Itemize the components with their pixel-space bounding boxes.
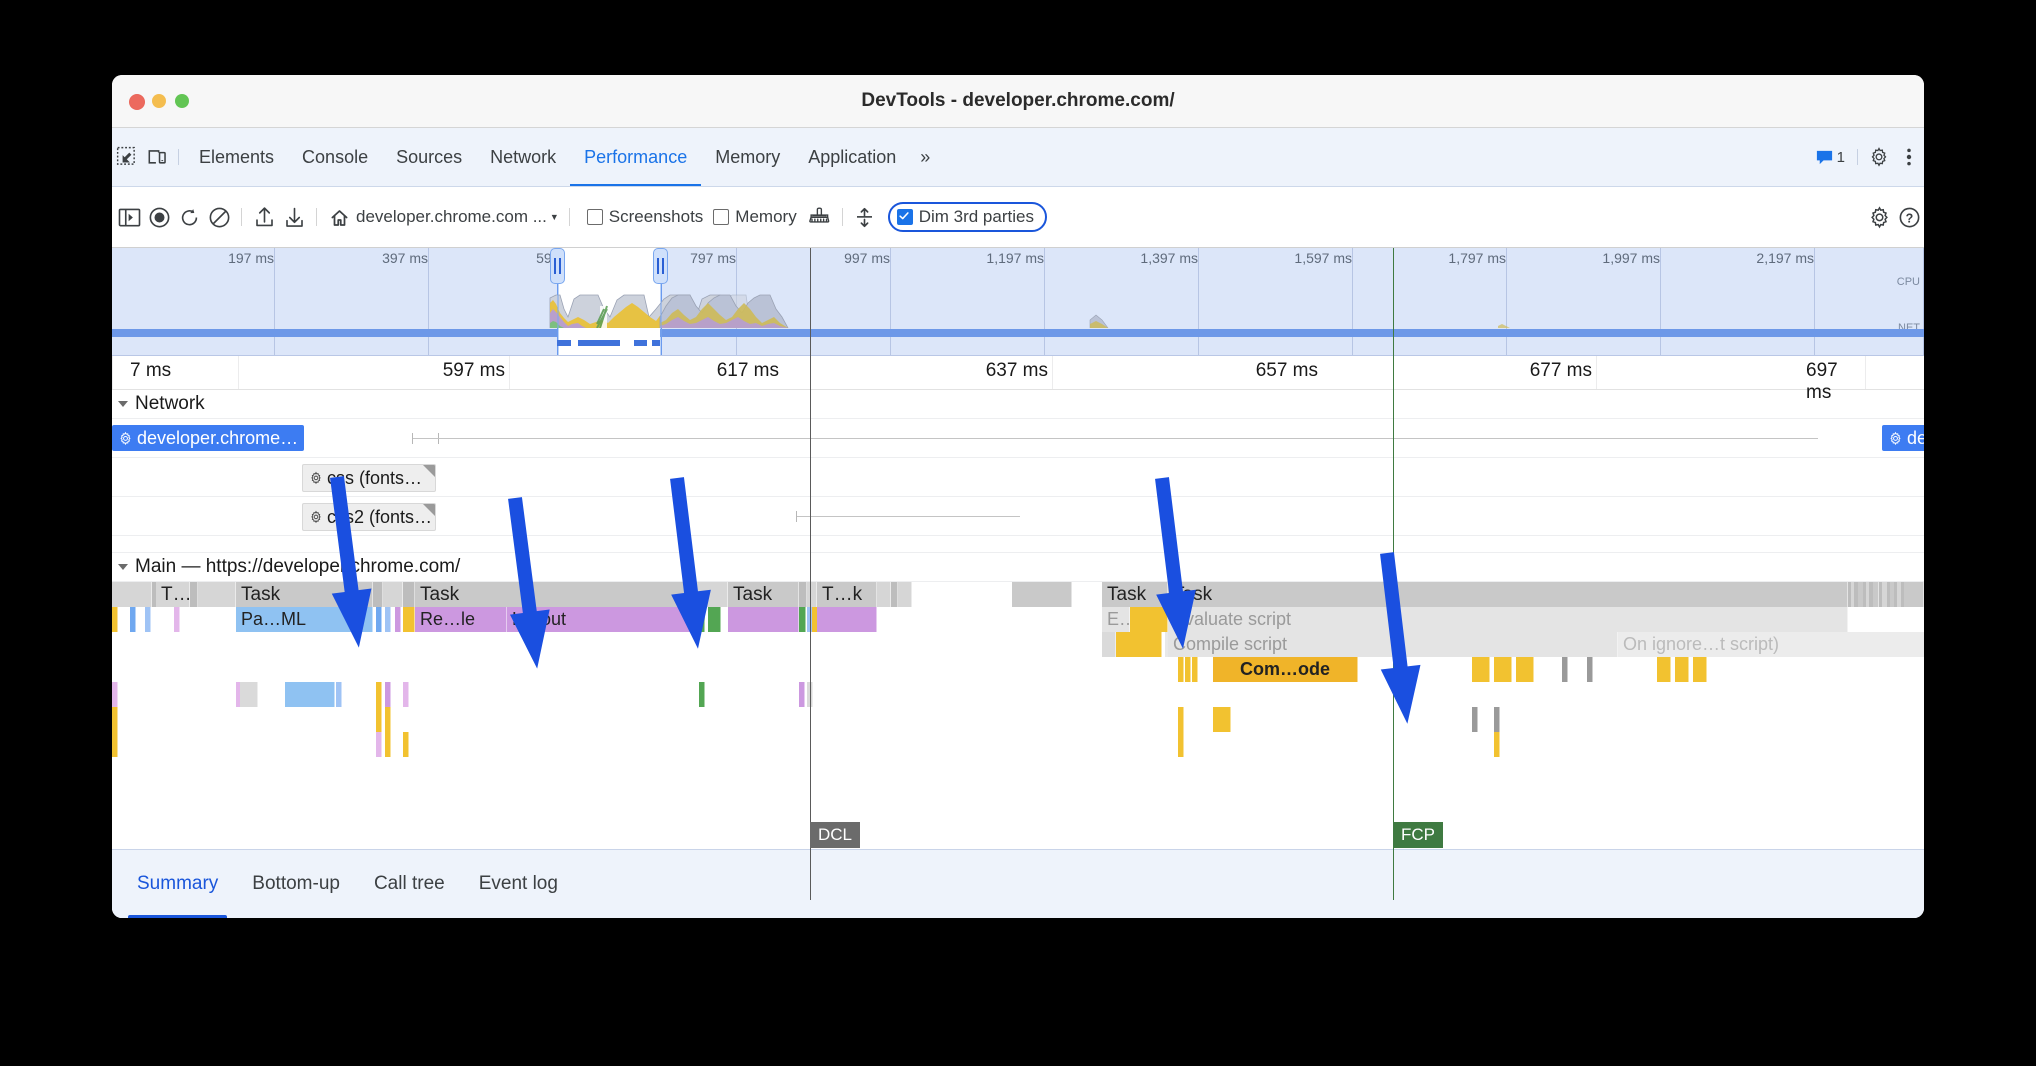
- svg-text:?: ?: [1905, 211, 1913, 225]
